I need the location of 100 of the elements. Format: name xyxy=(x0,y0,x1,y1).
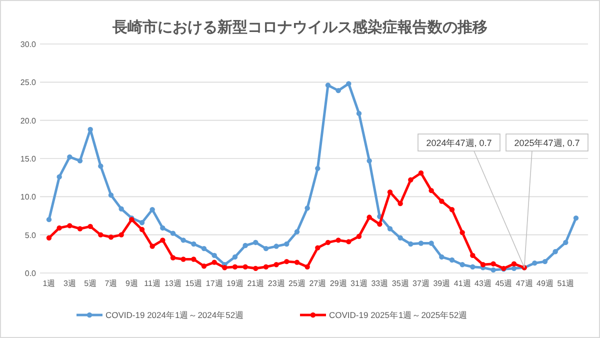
y-tick-label: 30.0 xyxy=(20,40,37,49)
x-tick-label: 3週 xyxy=(63,279,76,288)
point xyxy=(336,88,341,94)
y-tick-label: 5.0 xyxy=(24,230,37,240)
x-tick-label: 45週 xyxy=(495,279,512,288)
point xyxy=(408,241,414,247)
point xyxy=(263,246,269,252)
point xyxy=(139,226,145,232)
point xyxy=(242,242,248,248)
x-tick-label: 51週 xyxy=(557,279,574,288)
point xyxy=(118,232,124,238)
point xyxy=(480,262,486,268)
point xyxy=(346,81,352,86)
point xyxy=(150,244,155,249)
point xyxy=(460,262,465,268)
point xyxy=(511,266,517,272)
x-tick-label: 21週 xyxy=(247,279,264,288)
point xyxy=(439,198,444,204)
x-tick-label: 7週 xyxy=(104,279,118,288)
point xyxy=(449,257,455,263)
point xyxy=(387,226,393,232)
x-tick-label: 15週 xyxy=(185,279,202,288)
point xyxy=(46,235,52,240)
point xyxy=(460,230,465,236)
point xyxy=(67,154,72,160)
x-tick-label: 27週 xyxy=(309,279,326,288)
point xyxy=(542,258,548,264)
x-tick-label: 23週 xyxy=(268,279,285,288)
point xyxy=(284,258,290,264)
point xyxy=(325,240,331,246)
point xyxy=(470,264,476,270)
y-tick-label: 0.0 xyxy=(24,269,37,278)
point xyxy=(88,224,93,230)
point xyxy=(315,245,320,250)
point xyxy=(377,222,382,227)
point xyxy=(77,226,83,232)
point xyxy=(563,240,568,246)
x-tick-label: 43週 xyxy=(474,279,492,288)
point xyxy=(67,223,72,228)
point xyxy=(180,256,186,262)
point xyxy=(77,158,83,164)
legend-label: COVID-19 2024年1週～2024年52週 xyxy=(106,310,244,320)
x-tick-label: 17週 xyxy=(206,279,223,288)
point xyxy=(139,220,145,226)
point xyxy=(490,267,496,273)
x-tick-label: 19週 xyxy=(226,279,244,288)
x-tick-label: 11週 xyxy=(144,279,160,288)
point xyxy=(242,264,248,270)
x-tick-label: 9週 xyxy=(125,279,138,288)
point xyxy=(170,230,176,236)
point xyxy=(274,244,279,249)
point xyxy=(552,249,558,254)
chart-title: 長崎市における新型コロナウイルス感染症報告数の推移 xyxy=(112,18,488,36)
point xyxy=(325,82,331,88)
x-tick-label: 41週 xyxy=(454,279,471,288)
point xyxy=(56,225,62,231)
point xyxy=(232,264,238,270)
point xyxy=(191,256,196,262)
point xyxy=(366,158,372,164)
point xyxy=(356,110,362,116)
point xyxy=(212,252,217,258)
point xyxy=(418,240,424,246)
point xyxy=(304,264,310,270)
point xyxy=(315,166,320,172)
point xyxy=(201,264,207,269)
point xyxy=(336,238,341,243)
x-tick-label: 13週 xyxy=(164,279,182,288)
point xyxy=(263,264,269,270)
y-tick-label: 25.0 xyxy=(20,78,37,88)
point xyxy=(150,207,155,212)
point xyxy=(98,232,104,238)
point xyxy=(356,234,362,239)
point xyxy=(418,170,424,176)
point xyxy=(573,215,579,221)
line-series xyxy=(46,81,579,273)
annotation: 2024年47週, 0.7 xyxy=(426,138,492,148)
point xyxy=(428,188,434,194)
point xyxy=(56,174,62,180)
point xyxy=(212,260,217,265)
point xyxy=(346,239,352,244)
point xyxy=(428,240,434,246)
legend-label: COVID-19 2025年1週～2025年52週 xyxy=(329,310,468,320)
point xyxy=(253,240,258,246)
x-tick-label: 25週 xyxy=(288,279,306,288)
point xyxy=(398,235,403,240)
point xyxy=(222,265,228,270)
y-tick-label: 10.0 xyxy=(20,192,37,202)
point xyxy=(232,254,238,260)
point xyxy=(46,216,52,222)
point xyxy=(118,206,124,212)
point xyxy=(304,206,310,211)
point xyxy=(170,255,176,260)
y-tick-label: 15.0 xyxy=(20,154,37,164)
point xyxy=(294,260,300,265)
x-tick-label: 47週 xyxy=(516,279,533,288)
point xyxy=(294,229,300,234)
x-tick-label: 49週 xyxy=(536,279,554,288)
point xyxy=(490,261,496,266)
x-tick-label: 5週 xyxy=(84,279,97,288)
point xyxy=(160,238,166,243)
